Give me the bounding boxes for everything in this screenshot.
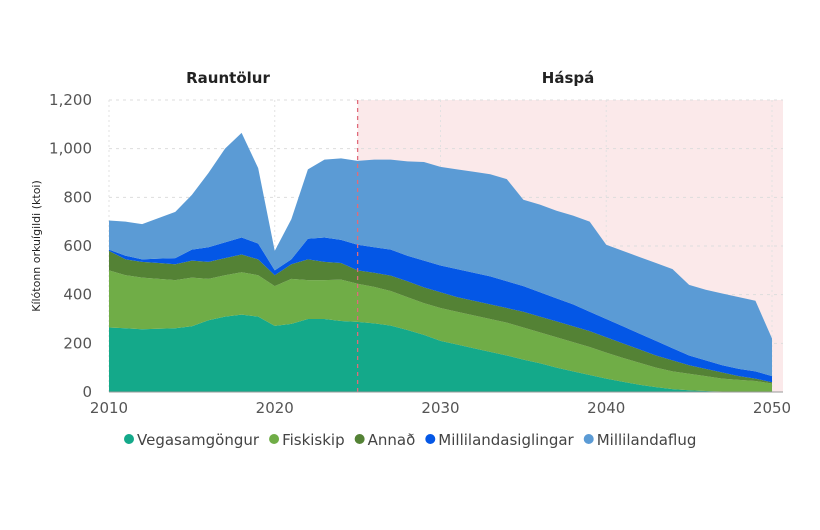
legend-label: Millilandaflug xyxy=(597,431,697,449)
legend-swatch xyxy=(354,434,365,444)
legend-label: Fiskiskip xyxy=(282,431,345,449)
x-tick-label: 2040 xyxy=(587,399,625,417)
legend-item-fiskiskip[interactable]: Fiskiskip xyxy=(269,431,345,449)
y-tick-label: 800 xyxy=(63,188,92,206)
area-vegasamgöngur xyxy=(109,314,772,392)
area-millilandasiglingar xyxy=(109,237,772,383)
x-tick-label: 2050 xyxy=(753,399,791,417)
y-tick-label: 200 xyxy=(63,334,92,352)
area-annað xyxy=(109,250,772,384)
x-tick-label: 2020 xyxy=(256,399,294,417)
axes: 0 200 400 600 800 1,000 1,200 2010 2020 2030 2040 2… xyxy=(49,91,791,417)
legend-label: Vegasamgöngur xyxy=(137,431,260,449)
legend-label: Annað xyxy=(368,431,416,449)
legend-swatch xyxy=(425,434,436,444)
legend: Vegasamgöngur Fiskiskip Annað Millilandasig… xyxy=(124,431,696,449)
y-tick-label: 0 xyxy=(82,383,92,401)
legend-swatch xyxy=(269,434,280,444)
annotation-rauntolur: Rauntölur xyxy=(186,69,270,87)
y-tick-label: 400 xyxy=(63,286,92,304)
y-tick-label: 1,000 xyxy=(49,140,92,158)
y-tick-label: 1,200 xyxy=(49,91,92,109)
legend-swatch xyxy=(583,434,594,444)
y-tick-label: 600 xyxy=(63,237,92,255)
x-tick-label: 2030 xyxy=(421,399,459,417)
area-fiskiskip xyxy=(109,270,772,392)
legend-item-annað[interactable]: Annað xyxy=(354,431,416,449)
legend-item-millilandaflug[interactable]: Millilandaflug xyxy=(583,431,697,449)
legend-label: Millilandasiglingar xyxy=(438,431,574,449)
area-millilandaflug xyxy=(109,132,772,377)
areas xyxy=(109,100,772,392)
legend-swatch xyxy=(124,434,134,444)
legend-item-millilandasiglingar[interactable]: Millilandasiglingar xyxy=(425,431,575,449)
x-tick-label: 2010 xyxy=(90,399,128,417)
legend-item-vegasamgöngur[interactable]: Vegasamgöngur xyxy=(124,431,260,449)
annotation-haspa: Háspá xyxy=(542,69,594,87)
y-axis-label: Kílótonn orkuígildi (ktoi) xyxy=(30,180,43,312)
